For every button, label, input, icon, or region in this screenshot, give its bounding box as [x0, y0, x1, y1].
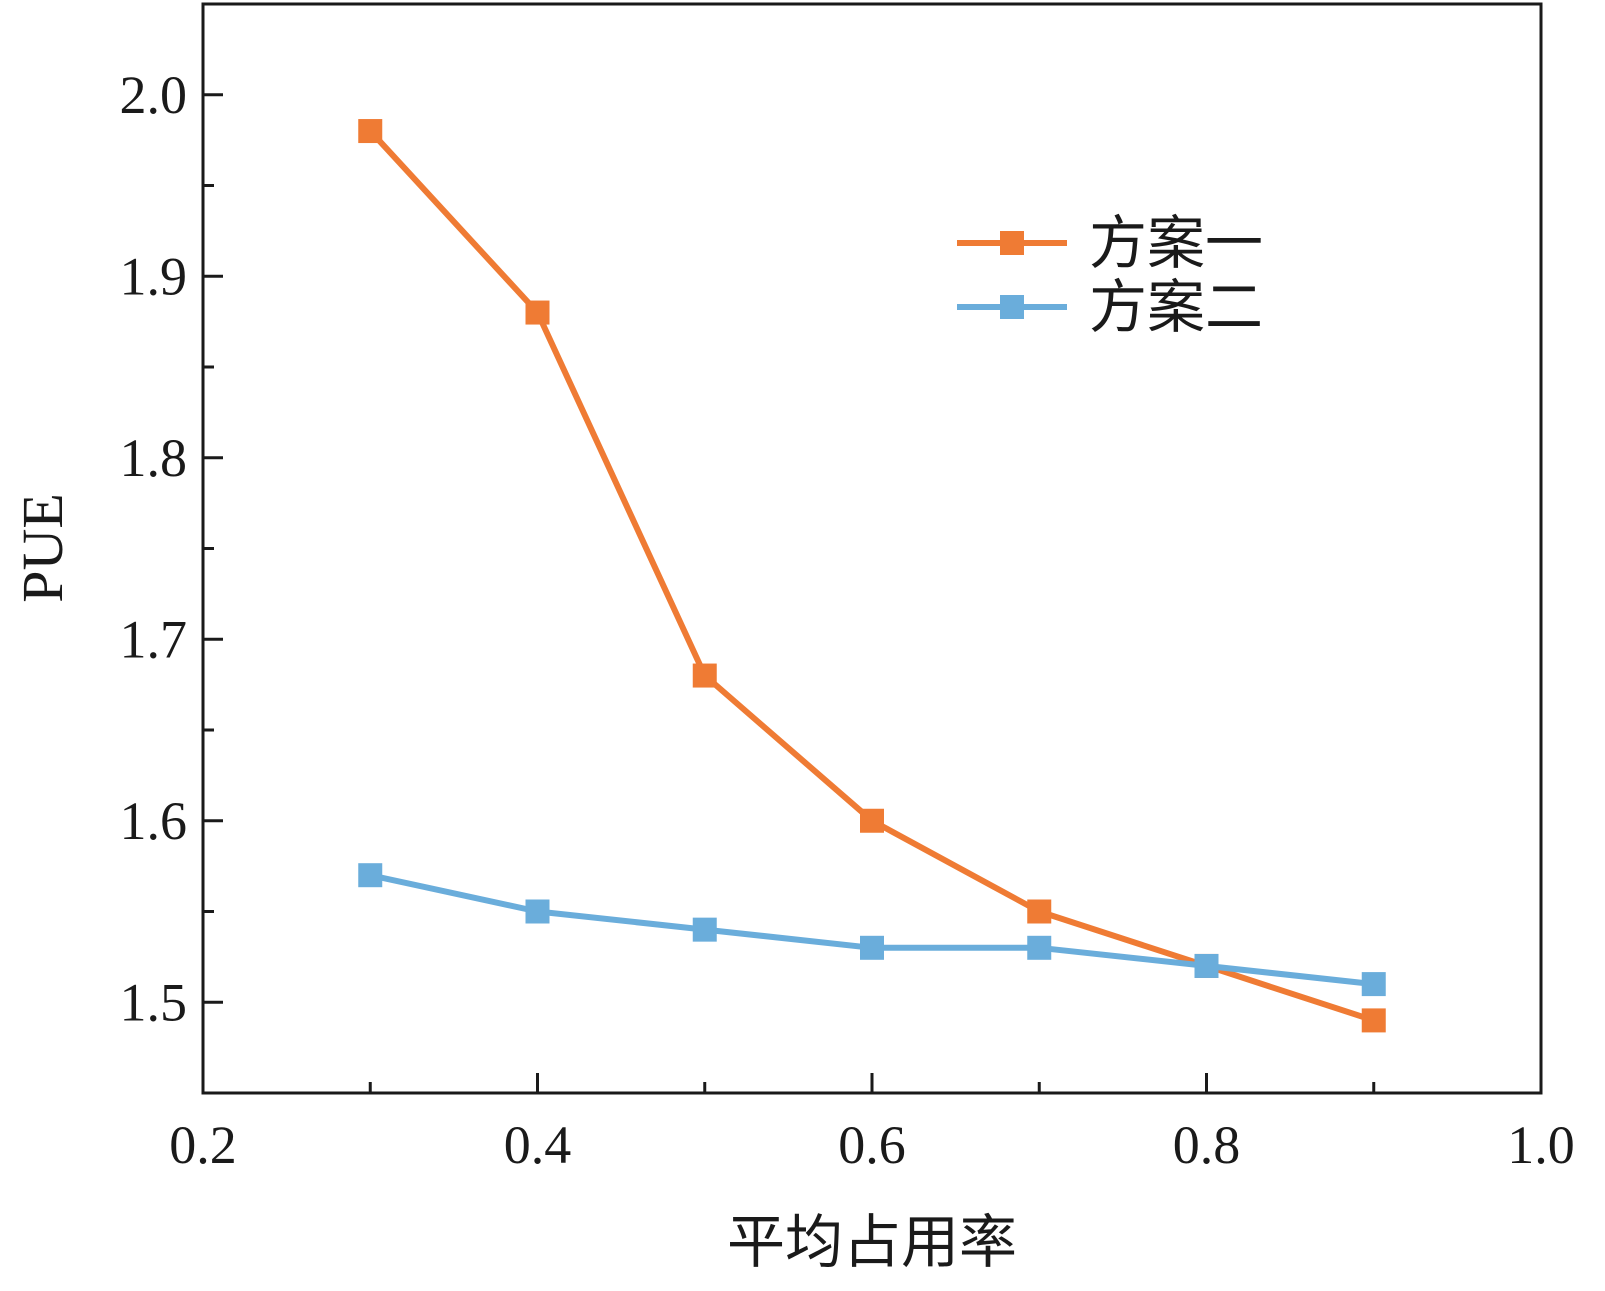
x-axis: 0.2 0.4 0.6 0.8 1.0: [169, 1073, 1575, 1175]
series-line-2: [369, 872, 1375, 988]
series-2-point: [1361, 972, 1386, 997]
y-tick-label: 1.8: [120, 428, 188, 488]
series-1-point: [358, 119, 383, 144]
series-1-point: [525, 300, 550, 325]
series-2-point: [860, 935, 884, 960]
series-2-point: [358, 863, 383, 888]
series-2-point: [692, 917, 717, 942]
y-tick-label: 1.9: [120, 246, 188, 306]
legend-marker-1: [1000, 231, 1024, 255]
x-tick-label: 0.8: [1173, 1115, 1241, 1175]
x-tick-label: 0.2: [169, 1115, 237, 1175]
series-2-point: [525, 899, 550, 924]
y-axis-title: PUE: [10, 493, 75, 603]
series-1-point: [1361, 1008, 1386, 1033]
legend-label-1: 方案一: [1089, 209, 1263, 277]
x-tick-label: 0.4: [504, 1115, 572, 1175]
y-tick-label: 1.5: [120, 972, 188, 1032]
y-tick-label: 2.0: [120, 65, 188, 125]
x-tick-label: 0.6: [838, 1115, 906, 1175]
legend-label-2: 方案二: [1089, 273, 1263, 341]
series-1-point: [692, 663, 717, 688]
series-1-point: [1027, 899, 1052, 924]
series-markers: [358, 119, 1386, 1033]
series-2-point: [1027, 935, 1052, 960]
x-axis-title: 平均占用率: [727, 1210, 1017, 1275]
y-tick-label: 1.6: [120, 791, 188, 851]
series-2-point: [1194, 953, 1219, 978]
x-tick-label: 1.0: [1507, 1115, 1575, 1175]
y-axis: 1.5 1.6 1.7 1.8 1.9 2.0: [120, 65, 223, 1032]
legend-marker-2: [1000, 295, 1024, 319]
y-tick-label: 1.7: [120, 609, 188, 669]
series-1-point: [860, 808, 884, 833]
